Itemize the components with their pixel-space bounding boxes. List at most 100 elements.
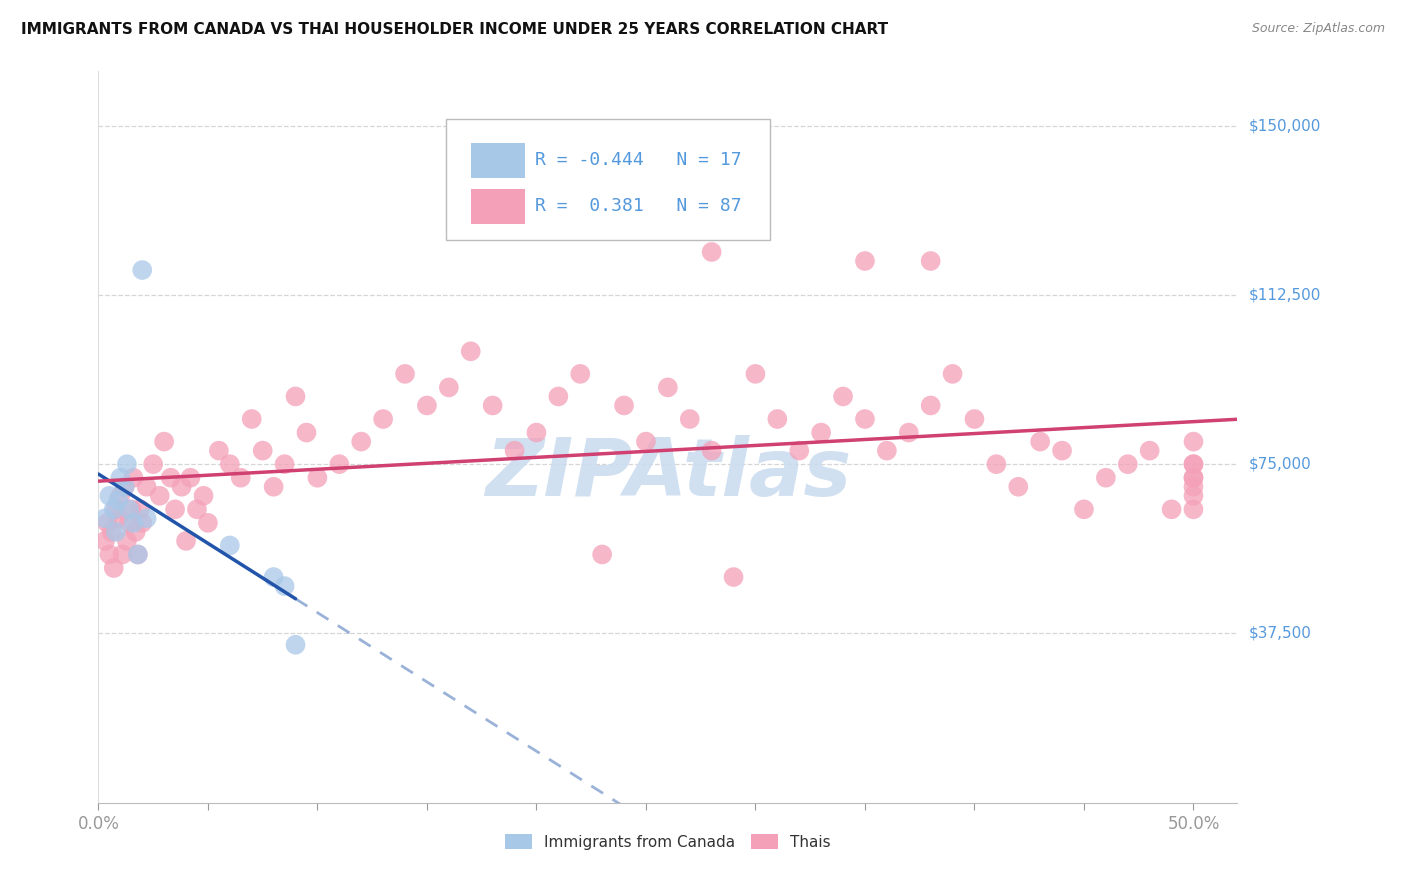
- Text: R = -0.444   N = 17: R = -0.444 N = 17: [534, 151, 741, 169]
- Point: [111, 548, 134, 562]
- Point: [129, 502, 152, 516]
- Point: [103, 561, 125, 575]
- Point: [942, 367, 965, 381]
- Point: [273, 579, 295, 593]
- Point: [149, 489, 172, 503]
- Point: [186, 502, 208, 516]
- Point: [1182, 471, 1205, 485]
- Point: [252, 443, 274, 458]
- Point: [766, 412, 789, 426]
- Point: [810, 425, 832, 440]
- Point: [107, 511, 129, 525]
- Point: [1182, 457, 1205, 471]
- Point: [1182, 471, 1205, 485]
- Point: [547, 389, 569, 403]
- Point: [110, 471, 132, 485]
- Point: [1050, 443, 1073, 458]
- Point: [371, 412, 394, 426]
- Text: IMMIGRANTS FROM CANADA VS THAI HOUSEHOLDER INCOME UNDER 25 YEARS CORRELATION CHA: IMMIGRANTS FROM CANADA VS THAI HOUSEHOLD…: [21, 22, 889, 37]
- Point: [98, 489, 121, 503]
- Point: [723, 570, 745, 584]
- Point: [1182, 480, 1205, 494]
- Point: [104, 524, 127, 539]
- Point: [481, 399, 503, 413]
- Point: [1007, 480, 1029, 494]
- Point: [115, 457, 138, 471]
- Point: [127, 548, 149, 562]
- Point: [135, 480, 157, 494]
- FancyBboxPatch shape: [471, 144, 526, 178]
- Point: [208, 443, 231, 458]
- Point: [1073, 502, 1095, 516]
- Point: [240, 412, 263, 426]
- Point: [114, 480, 136, 494]
- Point: [1182, 489, 1205, 503]
- Point: [131, 516, 153, 530]
- Point: [107, 493, 129, 508]
- Point: [503, 443, 526, 458]
- Point: [832, 389, 855, 403]
- Text: Source: ZipAtlas.com: Source: ZipAtlas.com: [1251, 22, 1385, 36]
- Point: [96, 516, 118, 530]
- Point: [103, 502, 125, 516]
- Point: [350, 434, 373, 449]
- Point: [700, 443, 723, 458]
- Text: $37,500: $37,500: [1249, 626, 1312, 641]
- Point: [1095, 471, 1118, 485]
- Point: [569, 367, 592, 381]
- Point: [897, 425, 920, 440]
- Point: [114, 480, 136, 494]
- Point: [1160, 502, 1182, 516]
- Point: [394, 367, 416, 381]
- Point: [122, 516, 145, 530]
- Point: [135, 511, 157, 525]
- Point: [100, 524, 122, 539]
- Point: [104, 502, 127, 516]
- Point: [218, 457, 240, 471]
- Point: [284, 638, 307, 652]
- Point: [94, 533, 117, 548]
- Point: [1182, 457, 1205, 471]
- Point: [853, 412, 876, 426]
- Legend: Immigrants from Canada, Thais: Immigrants from Canada, Thais: [496, 826, 839, 857]
- Point: [307, 471, 329, 485]
- Point: [115, 533, 138, 548]
- Point: [165, 502, 187, 516]
- Point: [118, 502, 141, 516]
- Point: [1116, 457, 1139, 471]
- Point: [416, 399, 439, 413]
- Point: [1029, 434, 1052, 449]
- Text: $75,000: $75,000: [1249, 457, 1312, 472]
- Point: [197, 516, 219, 530]
- Point: [124, 524, 146, 539]
- Point: [263, 480, 285, 494]
- Point: [986, 457, 1008, 471]
- Point: [920, 254, 942, 268]
- Point: [460, 344, 482, 359]
- Point: [159, 471, 181, 485]
- Point: [328, 457, 350, 471]
- Point: [174, 533, 197, 548]
- Point: [876, 443, 898, 458]
- Text: ZIPAtlas: ZIPAtlas: [485, 434, 851, 513]
- Point: [229, 471, 252, 485]
- Point: [1182, 434, 1205, 449]
- Point: [110, 489, 132, 503]
- Point: [657, 380, 679, 394]
- Point: [295, 425, 318, 440]
- Point: [679, 412, 702, 426]
- Point: [591, 548, 613, 562]
- Point: [94, 511, 117, 525]
- Text: $150,000: $150,000: [1249, 118, 1320, 133]
- Point: [179, 471, 201, 485]
- Point: [744, 367, 766, 381]
- Text: R =  0.381   N = 87: R = 0.381 N = 87: [534, 197, 741, 215]
- Point: [284, 389, 307, 403]
- Point: [460, 163, 482, 178]
- Point: [613, 399, 636, 413]
- Point: [700, 244, 723, 259]
- Point: [1182, 502, 1205, 516]
- Point: [122, 471, 145, 485]
- Point: [118, 516, 141, 530]
- Point: [131, 263, 153, 277]
